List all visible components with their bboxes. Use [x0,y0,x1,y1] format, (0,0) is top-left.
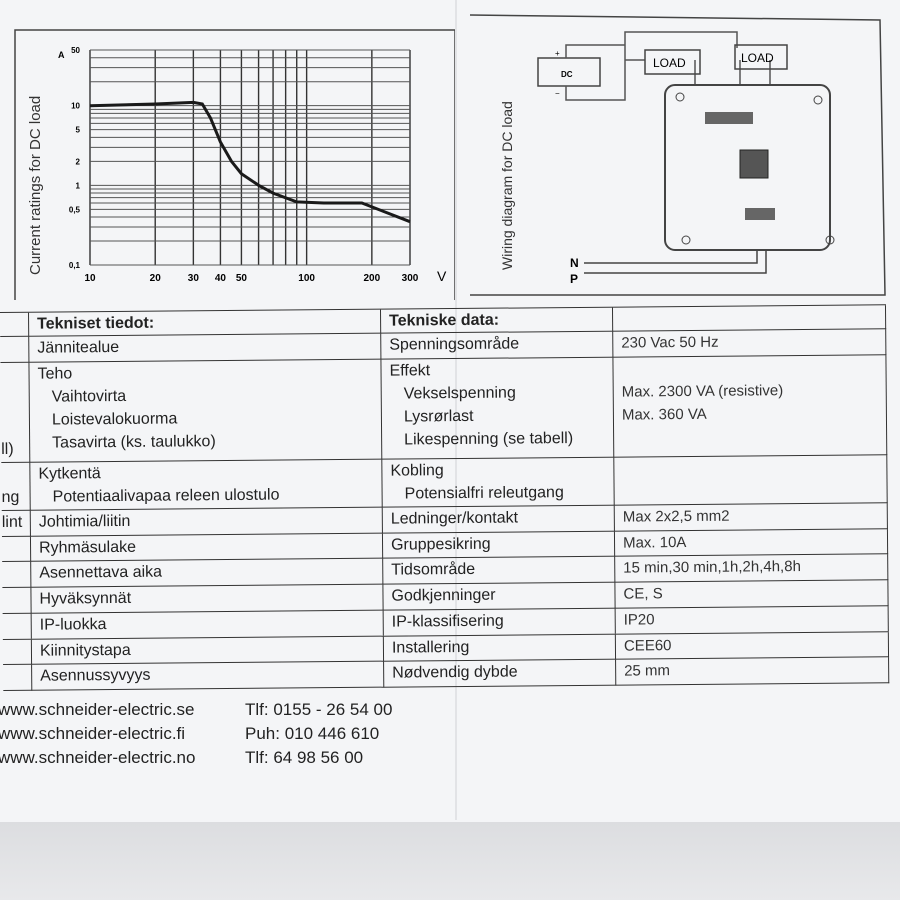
x-tick-label: 100 [298,273,315,284]
x-tick-label: 200 [364,273,381,284]
x-tick-label: 40 [215,273,227,284]
x-tick-label: 10 [84,273,96,284]
footer-website[interactable]: www.schneider-electric.se [0,700,195,719]
chart-ticks: 10 20 30 40 50 100 200 300 0,1 0,5 1 2 5 10 50 [69,46,419,284]
left-fragment: ng [1,488,20,506]
value: 230 Vac 50 Hz [612,329,887,358]
no-label: Kobling Potensialfri releutgang [381,457,614,508]
wiring-lines [565,31,771,101]
y-tick-label: 0,5 [69,205,81,214]
x-tick-label: 30 [188,273,200,284]
device-knob [739,149,769,179]
load-box-2 [734,44,788,70]
value: Max. 10A [613,528,889,558]
no-label: Tidsområde [382,557,615,585]
left-fragment: ll) [1,440,14,458]
no-label: Gruppesikring [381,531,615,560]
no-label: Ledninger/kontakt [381,505,614,534]
wiring-frame [469,14,886,296]
no-label: Effekt Vekselspenning Lysrørlast Likespenni… [380,357,614,460]
dc-source-box [537,57,601,87]
y-axis-title: Current ratings for DC load [27,96,44,275]
x-unit-label: V [437,268,447,284]
no-label: Nødvendig dybde [383,659,616,688]
no-label: Godkjenninger [382,582,615,611]
screw-hole-icon [813,95,823,105]
footer-phone: Puh: 010 446 610 [245,724,380,743]
load-label-2: LOAD [741,51,774,65]
p-label: P [570,272,578,286]
minus-label: − [555,89,560,98]
no-label: IP-klassifisering [382,608,615,637]
screw-hole-icon [825,235,835,245]
screw-hole-icon [681,235,691,245]
chart-grid [89,49,411,266]
dc-label: DC [561,70,573,79]
load-label-1: LOAD [653,56,686,70]
value: IP20 [614,606,889,635]
y-tick-label: 1 [76,181,81,190]
y-unit-label: A [58,50,65,60]
no-label: Installering [382,634,616,662]
no-label: Spenningsområde [380,331,613,360]
y-tick-label: 2 [76,157,81,166]
y-tick-label: 50 [71,46,80,55]
footer-website[interactable]: www.schneider-electric.fi [0,724,186,743]
plus-label: + [555,49,560,58]
screw-hole-icon [675,92,685,102]
y-tick-label: 0,1 [69,261,81,270]
fi-label: Kytkentä Potentiaalivapaa releen ulostulo [29,459,382,511]
dc-current-chart: 10 20 30 40 50 100 200 300 0,1 0,5 1 2 5 10 50 Current… [14,29,455,300]
value: Max. 2300 VA (resistive) Max. 360 VA [612,355,888,458]
terminal-block-bottom [745,208,775,220]
load-box-1 [644,49,701,75]
value: Max 2x2,5 mm2 [613,503,888,532]
n-label: N [570,256,579,270]
fi-label: Teho Vaihtovirta Loistevalokuorma Tasavirta… [28,359,382,463]
value: 15 min,30 min,1h,2h,4h,8h [614,554,889,583]
y-tick-label: 5 [76,126,81,135]
wiring-title: Wiring diagram for DC load [499,101,515,270]
table-row: ll) Teho Vaihtovirta Loistevalokuorma Tasav… [0,354,888,463]
footer-phone: Tlf: 64 98 56 00 [245,748,364,767]
value: CEE60 [614,631,890,660]
no-header: Tekniske data: [379,307,613,334]
timer-device [664,84,831,251]
left-fragment: lint [1,513,23,531]
x-tick-label: 20 [150,273,162,284]
value [613,455,888,506]
np-wires [584,250,767,274]
table-surface [0,822,900,900]
y-tick-label: 10 [71,102,80,111]
value: CE, S [614,580,889,609]
terminal-block-top [705,112,753,124]
chart-series-line [89,100,411,224]
value: 25 mm [615,657,890,686]
chart-frame [14,29,455,300]
x-tick-label: 300 [402,273,419,284]
footer-phone: Tlf: 0155 - 26 54 00 [245,700,393,719]
x-tick-label: 50 [236,273,248,284]
footer-website[interactable]: www.schneider-electric.no [0,748,196,767]
paper-fold [455,0,457,820]
wiring-diagram: Wiring diagram for DC load DC + − LOAD L… [469,14,886,296]
